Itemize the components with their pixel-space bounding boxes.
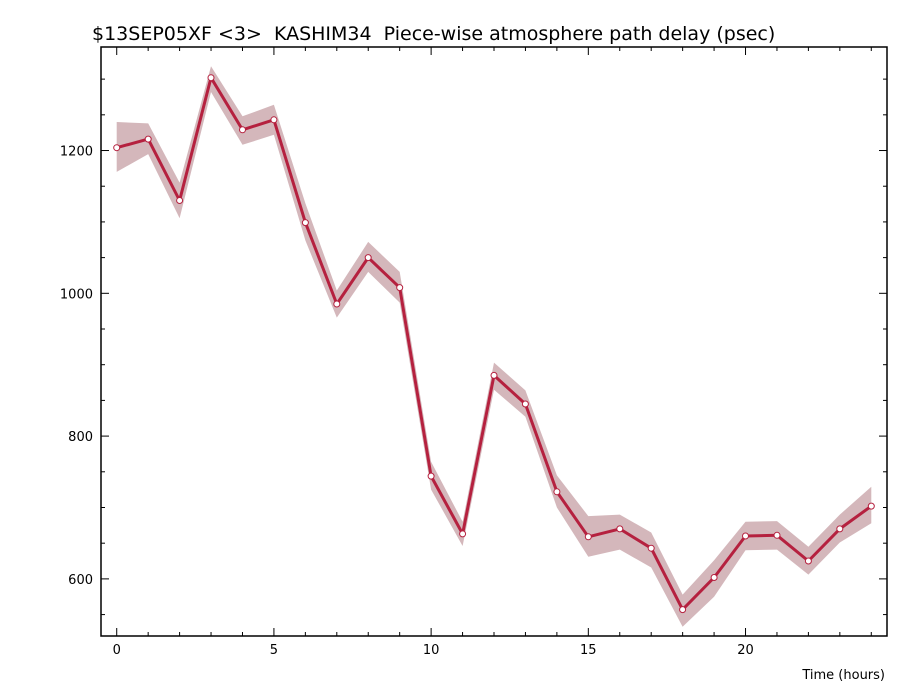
- data-point: [742, 532, 749, 540]
- data-point: [176, 197, 184, 204]
- data-point: [113, 144, 121, 152]
- data-point: [584, 533, 592, 541]
- data-point: [490, 371, 498, 379]
- chart-title: $13SEP05XF <3> KASHIM34 Piece-wise atmos…: [92, 23, 775, 45]
- y-tick-label: 1000: [60, 287, 93, 302]
- uncertainty-bands: [116, 66, 872, 627]
- x-tick-label: 10: [423, 643, 440, 658]
- data-point: [647, 544, 655, 552]
- data-point: [270, 116, 278, 124]
- y-tick-label: 1200: [60, 145, 93, 160]
- data-point: [553, 488, 561, 496]
- data-point: [427, 472, 435, 480]
- data-point: [333, 300, 341, 308]
- data-point: [616, 525, 624, 533]
- data-point: [679, 606, 687, 614]
- x-tick-label: 5: [270, 643, 278, 658]
- data-point: [867, 502, 875, 510]
- data-point: [710, 574, 718, 581]
- x-tick-label: 0: [113, 643, 121, 658]
- y-tick-label: 600: [68, 573, 93, 588]
- tick-labels: 0 5 10 15 20 600 800 1000 1200: [60, 145, 754, 658]
- y-tick-label: 800: [68, 430, 93, 445]
- data-point: [836, 525, 844, 533]
- x-axis-label: Time (hours): [801, 668, 885, 683]
- x-tick-label: 15: [580, 643, 597, 658]
- data-point: [396, 284, 404, 292]
- data-point: [239, 126, 246, 134]
- axis-ticks: [101, 47, 887, 636]
- data-point: [364, 254, 372, 262]
- data-markers: [113, 74, 875, 614]
- x-tick-label: 20: [737, 643, 754, 658]
- data-point: [301, 219, 309, 227]
- data-point: [521, 400, 529, 408]
- data-point: [207, 74, 215, 82]
- data-point: [804, 557, 812, 565]
- data-point: [144, 135, 152, 143]
- data-point: [773, 531, 781, 539]
- uncertainty-band: [116, 66, 872, 627]
- data-point: [459, 530, 467, 538]
